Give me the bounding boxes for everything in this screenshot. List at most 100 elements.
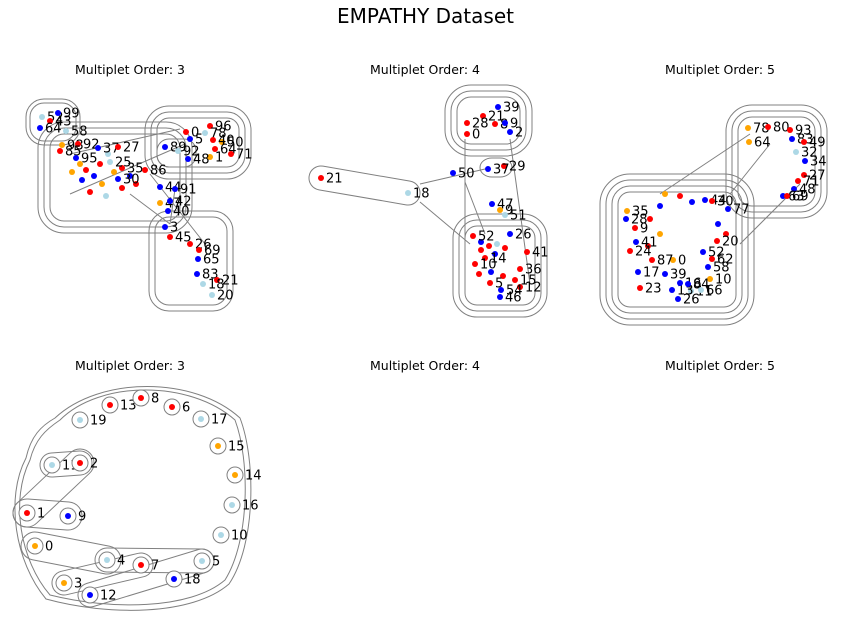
node-10 [218, 532, 224, 538]
node-dot [478, 247, 484, 253]
node-label: 62 [717, 253, 734, 268]
node-3 [162, 224, 168, 230]
node-label: 35 [632, 205, 649, 220]
node-label: 10 [231, 529, 248, 544]
node-label: 12 [525, 281, 542, 296]
node-label: 0 [678, 254, 686, 269]
node-dot [645, 243, 651, 249]
hyperedge-outline [156, 138, 197, 168]
node-dot [492, 251, 498, 257]
hyperedge-outline [49, 133, 181, 222]
node-label: 9 [78, 510, 86, 525]
panel-title: Multiplet Order: 5 [665, 358, 775, 373]
node-dot [119, 185, 125, 191]
node-dot [478, 239, 484, 245]
node-label: 39 [670, 268, 687, 283]
node-43 [47, 118, 53, 124]
node-dot [97, 161, 103, 167]
node-71 [795, 178, 801, 184]
node-26 [507, 231, 513, 237]
node-label: 14 [245, 469, 262, 484]
node-21 [214, 277, 220, 283]
node-52 [700, 249, 706, 255]
panel-order4-bottom: Multiplet Order: 4 [305, 358, 545, 388]
hyperedge-outline [37, 121, 193, 234]
node-28 [464, 120, 470, 126]
node-7 [138, 562, 144, 568]
hyperedge-outline [458, 219, 542, 312]
node-label: 9 [510, 117, 518, 132]
hyperedge-outline [611, 185, 743, 314]
node-37 [95, 145, 101, 151]
hyperedge-outline [456, 96, 521, 145]
node-16 [229, 502, 235, 508]
node-label: 77 [733, 203, 750, 218]
node-label: 18 [184, 573, 201, 588]
node-label: 20 [722, 235, 739, 250]
node-label: 44 [710, 194, 727, 209]
node-41 [633, 239, 639, 245]
node-99 [55, 110, 61, 116]
node-24 [627, 248, 633, 254]
node-37 [485, 166, 491, 172]
node-0 [183, 129, 189, 135]
hypergraph-plot: 5299436458989285372795352544304742408696… [25, 98, 253, 312]
node-label: 5 [495, 277, 503, 292]
node-71 [228, 151, 234, 157]
node-23 [637, 285, 643, 291]
hyperedge-outline [156, 117, 240, 168]
node-78 [202, 130, 208, 136]
node-dot [99, 181, 105, 187]
node-label: 10 [480, 258, 497, 273]
node-58 [63, 128, 69, 134]
node-66 [698, 287, 704, 293]
panel-title: Multiplet Order: 3 [75, 62, 185, 77]
node-label: 84 [693, 278, 710, 293]
node-14 [232, 472, 238, 478]
node-29 [501, 163, 507, 169]
node-54 [498, 287, 504, 293]
node-label: 80 [773, 121, 790, 136]
node-41 [524, 249, 530, 255]
node-dot [657, 203, 663, 209]
node-46 [497, 294, 503, 300]
node-label: 86 [150, 164, 167, 179]
hyperedge-outline [479, 157, 513, 178]
node-label: 5 [212, 555, 220, 570]
node-50 [450, 170, 456, 176]
node-label: 21 [222, 274, 239, 289]
node-label: 15 [228, 440, 245, 455]
node-9 [632, 225, 638, 231]
node-label: 34 [810, 155, 827, 170]
node-dot [486, 243, 492, 249]
node-15 [512, 277, 518, 283]
panel-title: Multiplet Order: 4 [370, 358, 480, 373]
node-label: 9 [505, 204, 513, 219]
hyperedge-outline [444, 84, 533, 157]
node-10 [707, 276, 713, 282]
node-label: 58 [71, 125, 88, 140]
node-44 [157, 184, 163, 190]
node-label: 48 [799, 183, 816, 198]
node-58 [705, 264, 711, 270]
node-16 [677, 280, 683, 286]
node-label: 64 [45, 122, 62, 137]
node-30 [115, 176, 121, 182]
node-label: 18 [208, 278, 225, 293]
node-52 [470, 233, 476, 239]
node-label: 25 [115, 156, 132, 171]
hyperedge-outline [308, 165, 421, 206]
node-dot [476, 271, 482, 277]
node-5 [487, 280, 493, 286]
node-11 [49, 462, 55, 468]
node-0 [464, 131, 470, 137]
node-dot [689, 199, 695, 205]
node-label: 1 [37, 507, 45, 522]
node-label: 8 [151, 392, 159, 407]
node-label: 91 [180, 183, 197, 198]
node-label: 21 [326, 172, 343, 187]
hyperedge-outline [464, 225, 536, 306]
node-12 [517, 284, 523, 290]
hyperedge-outline [731, 110, 822, 213]
node-25 [107, 159, 113, 165]
